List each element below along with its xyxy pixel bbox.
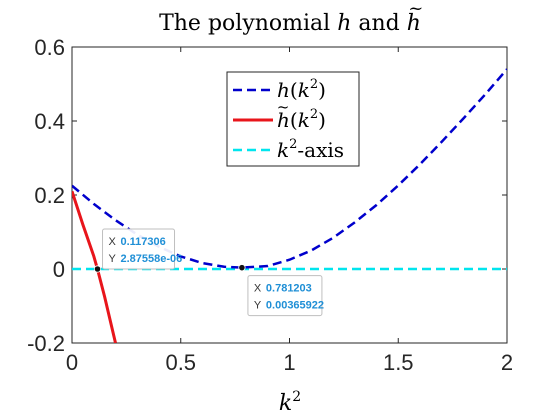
legend-label: h(k2) — [277, 107, 326, 132]
datatip-x-value: 0.117306 — [121, 236, 166, 248]
legend-label-sup: 2 — [310, 107, 318, 122]
datatip-x-value: 0.781203 — [266, 283, 312, 295]
datatip-x-key: X — [109, 236, 117, 248]
legend-label-sup: 2 — [310, 77, 318, 92]
legend-label-close: ) — [318, 78, 326, 102]
chart-title-var1: h — [337, 11, 351, 36]
y-tick-label: 0.4 — [34, 109, 65, 134]
chart-title-middle: and — [351, 11, 406, 36]
chart-title-prefix: The polynomial — [159, 11, 337, 36]
x-tick-label: 1 — [283, 350, 295, 375]
datatips-layer: X 0.117306 Y 2.87558e-06 X 0.781203 Y 0.0036592… — [93, 228, 324, 317]
datatip-y-value: 0.00365922 — [266, 300, 324, 312]
legend-label-sup: 2 — [289, 137, 297, 152]
datatip-box — [247, 275, 323, 317]
datatip[interactable]: X 0.117306 Y 2.87558e-06 — [102, 228, 183, 270]
legend-label-arg: k — [298, 78, 310, 102]
y-tick-label: 0 — [53, 257, 65, 282]
x-tick-label: 1.5 — [383, 350, 414, 375]
datatip-box — [102, 228, 176, 270]
y-tick-label: 0.6 — [34, 35, 65, 60]
legend-label-func: h — [277, 108, 290, 132]
y-tick-label: -0.2 — [27, 331, 65, 356]
datatip-marker[interactable] — [238, 264, 246, 272]
legend-label: k2-axis — [277, 137, 344, 162]
x-tick-labels: 0 0.5 1 1.5 2 — [66, 350, 513, 375]
chart-title-accent: ~ — [408, 0, 423, 19]
axis-ticks — [71, 46, 508, 344]
datatip-y-key: Y — [109, 253, 117, 265]
datatip-marker[interactable] — [93, 265, 102, 273]
legend-label-func: h — [277, 78, 290, 102]
x-axis-label-sup: 2 — [292, 389, 301, 405]
chart-title: The polynomial h and h — [159, 11, 421, 36]
x-tick-label: 2 — [501, 350, 513, 375]
series-line-1 — [72, 190, 117, 343]
legend-label-open: ( — [290, 108, 298, 132]
x-axis-label-base: k — [279, 391, 292, 416]
x-tick-label: 0 — [66, 350, 78, 375]
chart-title-var2: h — [407, 11, 421, 36]
y-tick-labels: -0.2 0 0.2 0.4 0.6 — [27, 35, 65, 356]
legend-label-arg: k — [298, 108, 310, 132]
x-axis-label: k2 — [279, 389, 301, 416]
legend: h(k2)h(k2)~k2-axis — [226, 71, 360, 167]
datatip-y-value: 2.87558e-06 — [121, 253, 183, 265]
datatip-x-key: X — [254, 283, 262, 295]
x-tick-label: 0.5 — [165, 350, 196, 375]
legend-label-accent: ~ — [277, 98, 290, 116]
legend-label-open: ( — [290, 78, 298, 102]
legend-label-arg: k — [277, 138, 289, 162]
datatip[interactable]: X 0.781203 Y 0.00365922 — [247, 275, 324, 317]
legend-label-close: ) — [318, 108, 326, 132]
legend-label: h(k2) — [277, 77, 326, 102]
legend-label-suffix: -axis — [297, 138, 344, 162]
datatip-y-key: Y — [254, 300, 262, 312]
y-tick-label: 0.2 — [34, 183, 65, 208]
